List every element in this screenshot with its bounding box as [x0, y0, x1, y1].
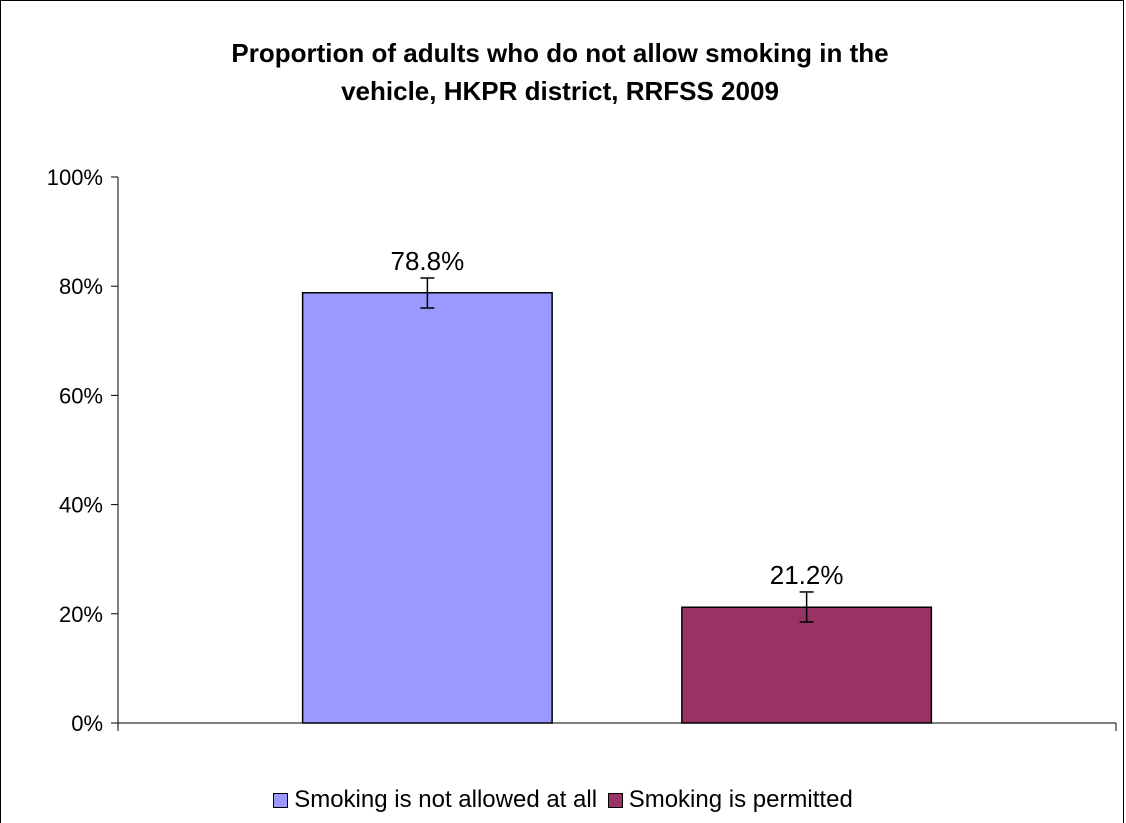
legend-item-permitted: Smoking is permitted — [607, 786, 853, 814]
y-tick-label: 100% — [47, 165, 103, 190]
data-label: 78.8% — [391, 246, 465, 276]
y-tick-label: 20% — [59, 602, 103, 627]
y-tick-label: 60% — [59, 383, 103, 408]
chart-title-line-2: vehicle, HKPR district, RRFSS 2009 — [341, 76, 779, 106]
bar — [681, 606, 933, 724]
data-label: 21.2% — [770, 560, 844, 590]
y-tick-label: 80% — [59, 274, 103, 299]
chart-title: Proportion of adults who do not allow sm… — [110, 34, 1010, 110]
legend-swatch-permitted — [607, 792, 623, 808]
legend-label-not-allowed: Smoking is not allowed at all — [294, 786, 598, 813]
chart-legend: Smoking is not allowed at all Smoking is… — [0, 786, 1126, 815]
chart-title-line-1: Proportion of adults who do not allow sm… — [231, 38, 889, 68]
legend-label-permitted: Smoking is permitted — [628, 786, 853, 813]
legend-swatch-not-allowed — [273, 792, 289, 808]
y-tick-label: 40% — [59, 493, 103, 518]
y-tick-label: 0% — [71, 711, 103, 736]
legend-item-not-allowed: Smoking is not allowed at all — [273, 786, 597, 814]
bar — [301, 292, 553, 724]
